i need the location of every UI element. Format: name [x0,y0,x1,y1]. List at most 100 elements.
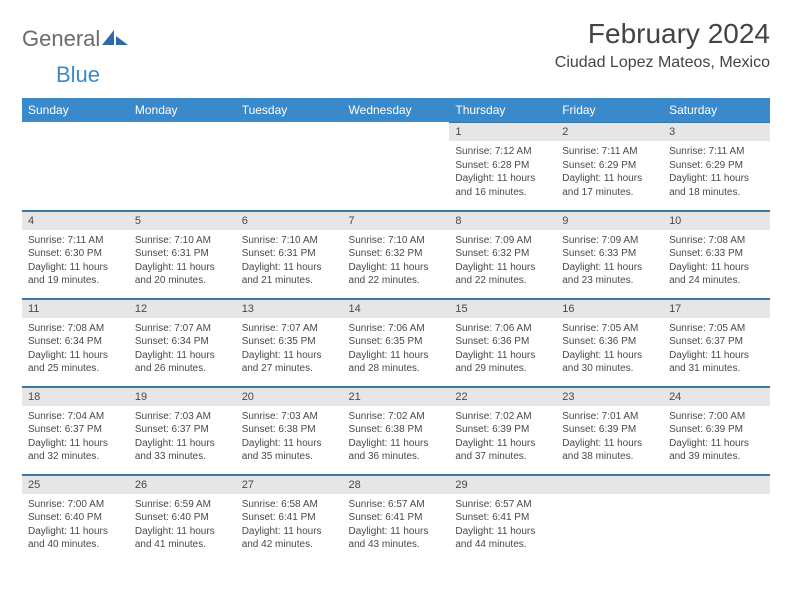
day-number: 25 [28,479,40,491]
day-daylight2: and 18 minutes. [669,186,764,200]
day-number-bar: 22 [449,387,556,406]
day-number: 13 [242,303,254,315]
day-sunset: Sunset: 6:37 PM [28,423,123,437]
day-daylight2: and 32 minutes. [28,450,123,464]
calendar-day-cell: 2Sunrise: 7:11 AMSunset: 6:29 PMDaylight… [556,122,663,210]
day-details: Sunrise: 7:04 AMSunset: 6:37 PMDaylight:… [22,406,129,470]
day-daylight2: and 29 minutes. [455,362,550,376]
day-number-bar: 9 [556,211,663,230]
day-number-bar: 19 [129,387,236,406]
day-daylight2: and 21 minutes. [242,274,337,288]
page-title: February 2024 [555,18,770,50]
day-details: Sunrise: 7:03 AMSunset: 6:37 PMDaylight:… [129,406,236,470]
calendar-day-cell: 22Sunrise: 7:02 AMSunset: 6:39 PMDayligh… [449,386,556,474]
day-daylight2: and 27 minutes. [242,362,337,376]
day-daylight2: and 25 minutes. [28,362,123,376]
day-number-bar: 1 [449,122,556,141]
day-sunrise: Sunrise: 7:10 AM [349,234,444,248]
weekday-header: Tuesday [236,98,343,122]
day-sunset: Sunset: 6:39 PM [669,423,764,437]
day-daylight2: and 37 minutes. [455,450,550,464]
day-number: 26 [135,479,147,491]
day-details: Sunrise: 6:57 AMSunset: 6:41 PMDaylight:… [449,494,556,558]
day-number: 5 [135,215,141,227]
calendar-day-cell: 9 Sunrise: 7:09 AMSunset: 6:33 PMDaylight… [556,210,663,298]
day-sunrise: Sunrise: 7:03 AM [135,410,230,424]
day-daylight1: Daylight: 11 hours [455,349,550,363]
day-daylight1: Daylight: 11 hours [349,437,444,451]
day-daylight2: and 19 minutes. [28,274,123,288]
day-sunset: Sunset: 6:36 PM [562,335,657,349]
calendar-day-cell: 28Sunrise: 6:57 AMSunset: 6:41 PMDayligh… [343,474,450,562]
calendar-table: SundayMondayTuesdayWednesdayThursdayFrid… [22,98,770,562]
day-daylight1: Daylight: 11 hours [349,349,444,363]
day-details: Sunrise: 7:06 AMSunset: 6:35 PMDaylight:… [343,318,450,382]
calendar-day-cell: 18Sunrise: 7:04 AMSunset: 6:37 PMDayligh… [22,386,129,474]
day-daylight2: and 17 minutes. [562,186,657,200]
day-number: 9 [562,215,568,227]
day-daylight2: and 43 minutes. [349,538,444,552]
day-number-bar: 27 [236,475,343,494]
calendar-day-cell [556,474,663,562]
day-daylight2: and 41 minutes. [135,538,230,552]
day-daylight1: Daylight: 11 hours [242,261,337,275]
day-sunset: Sunset: 6:30 PM [28,247,123,261]
day-daylight1: Daylight: 11 hours [28,349,123,363]
day-sunrise: Sunrise: 7:09 AM [562,234,657,248]
day-details: Sunrise: 7:10 AMSunset: 6:31 PMDaylight:… [129,230,236,294]
location-subtitle: Ciudad Lopez Mateos, Mexico [555,54,770,72]
calendar-day-cell: 19Sunrise: 7:03 AMSunset: 6:37 PMDayligh… [129,386,236,474]
day-number: 4 [28,215,34,227]
day-number: 21 [349,391,361,403]
day-daylight2: and 16 minutes. [455,186,550,200]
day-sunset: Sunset: 6:39 PM [562,423,657,437]
day-daylight1: Daylight: 11 hours [349,261,444,275]
day-sunrise: Sunrise: 7:06 AM [455,322,550,336]
day-sunset: Sunset: 6:40 PM [135,511,230,525]
day-details: Sunrise: 7:12 AMSunset: 6:28 PMDaylight:… [449,141,556,205]
calendar-day-cell [663,474,770,562]
day-daylight1: Daylight: 11 hours [28,525,123,539]
day-daylight1: Daylight: 11 hours [669,437,764,451]
calendar-day-cell: 6Sunrise: 7:10 AMSunset: 6:31 PMDaylight… [236,210,343,298]
day-daylight1: Daylight: 11 hours [562,172,657,186]
day-details: Sunrise: 7:00 AMSunset: 6:40 PMDaylight:… [22,494,129,558]
day-number-bar: 12 [129,299,236,318]
calendar-day-cell: 3Sunrise: 7:11 AMSunset: 6:29 PMDaylight… [663,122,770,210]
day-details: Sunrise: 7:10 AMSunset: 6:32 PMDaylight:… [343,230,450,294]
day-daylight1: Daylight: 11 hours [242,349,337,363]
day-number: 23 [562,391,574,403]
calendar-day-cell [236,122,343,210]
day-details: Sunrise: 7:01 AMSunset: 6:39 PMDaylight:… [556,406,663,470]
day-sunset: Sunset: 6:41 PM [349,511,444,525]
day-number-bar: 13 [236,299,343,318]
day-details: Sunrise: 7:00 AMSunset: 6:39 PMDaylight:… [663,406,770,470]
day-daylight1: Daylight: 11 hours [562,349,657,363]
day-number: 12 [135,303,147,315]
day-number: 20 [242,391,254,403]
calendar-day-cell: 12Sunrise: 7:07 AMSunset: 6:34 PMDayligh… [129,298,236,386]
day-daylight2: and 38 minutes. [562,450,657,464]
day-daylight2: and 40 minutes. [28,538,123,552]
day-sunset: Sunset: 6:34 PM [135,335,230,349]
day-sunrise: Sunrise: 7:11 AM [28,234,123,248]
day-sunset: Sunset: 6:38 PM [349,423,444,437]
calendar-day-cell: 23 Sunrise: 7:01 AMSunset: 6:39 PMDayligh… [556,386,663,474]
calendar-day-cell: 27Sunrise: 6:58 AMSunset: 6:41 PMDayligh… [236,474,343,562]
day-sunset: Sunset: 6:28 PM [455,159,550,173]
day-details: Sunrise: 7:09 AMSunset: 6:33 PMDaylight:… [556,230,663,294]
day-daylight1: Daylight: 11 hours [135,437,230,451]
day-number-bar: 23 [556,387,663,406]
day-daylight1: Daylight: 11 hours [28,437,123,451]
day-sunrise: Sunrise: 7:04 AM [28,410,123,424]
day-daylight2: and 22 minutes. [455,274,550,288]
day-details: Sunrise: 7:08 AMSunset: 6:33 PMDaylight:… [663,230,770,294]
day-daylight1: Daylight: 11 hours [562,437,657,451]
day-daylight1: Daylight: 11 hours [669,261,764,275]
logo-text: General [22,24,128,52]
day-daylight1: Daylight: 11 hours [135,261,230,275]
day-sunrise: Sunrise: 7:11 AM [562,145,657,159]
day-number: 17 [669,303,681,315]
day-daylight2: and 30 minutes. [562,362,657,376]
day-number: 3 [669,126,675,138]
